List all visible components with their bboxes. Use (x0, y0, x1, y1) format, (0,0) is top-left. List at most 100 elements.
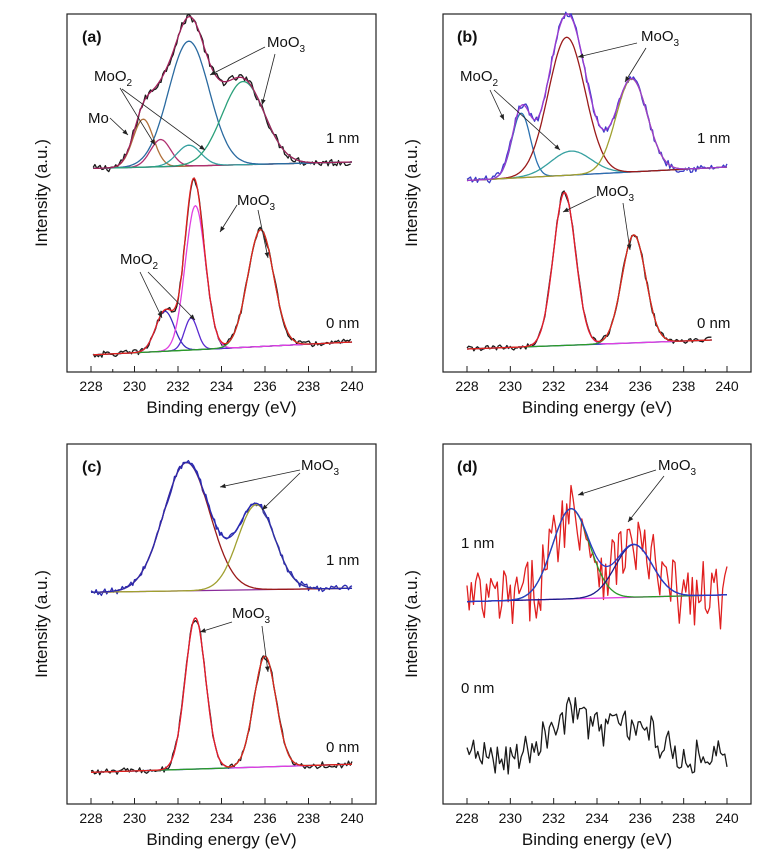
annotation-arrow (261, 625, 269, 673)
y-axis-label: Intensity (a.u.) (402, 139, 421, 247)
component-peak (467, 508, 727, 603)
thickness-label: 0 nm (697, 315, 730, 332)
panel-label: (b) (457, 29, 477, 46)
arrow-head (626, 244, 632, 250)
label-moo2: MoO2 (120, 251, 159, 272)
x-tick-label: 238 (672, 378, 696, 394)
x-tick-label: 238 (297, 378, 321, 394)
arrow-head (220, 226, 225, 232)
arrow-head (262, 504, 268, 510)
fit-envelope-line (467, 191, 712, 350)
arrow-head (264, 252, 270, 258)
component-peak (91, 617, 352, 773)
component-peak (93, 80, 352, 170)
panel-label: (a) (82, 29, 102, 46)
arrow-head (199, 144, 205, 150)
label-moo3: MoO3 (267, 34, 306, 55)
component-peak (91, 461, 353, 593)
annotations-b: MoO2 MoO3 MoO3 (460, 28, 680, 251)
label-mo: Mo (88, 110, 109, 127)
raw-data-line (90, 459, 353, 597)
raw-data-line (90, 619, 353, 776)
component-peak (93, 40, 352, 170)
annotation-arrow (209, 46, 266, 76)
x-tick-label: 236 (253, 810, 277, 826)
annotation-arrow (622, 202, 631, 251)
x-tick-label: 234 (210, 378, 234, 394)
spectrum-1nm: 1 nm (90, 459, 359, 597)
component-peak (93, 317, 353, 356)
component-peak (91, 655, 352, 773)
y-axis-label: Intensity (a.u.) (32, 139, 51, 247)
annotation-arrow (261, 53, 276, 106)
x-tick-label: 232 (542, 810, 566, 826)
annotation-arrow (119, 87, 156, 146)
annotation-arrow (624, 47, 647, 83)
x-tick-label: 234 (210, 810, 234, 826)
annotation-arrow (219, 469, 301, 488)
arrow-head (220, 483, 226, 489)
raw-data-line (466, 484, 728, 630)
panel-label: (c) (82, 459, 102, 476)
spectrum-0nm: 0 nm (466, 190, 730, 352)
thickness-label: 1 nm (326, 552, 359, 569)
x-tick-label: 236 (629, 810, 653, 826)
x-tick-label: 232 (166, 810, 190, 826)
raw-data-line (466, 11, 728, 184)
y-axis-label: Intensity (a.u.) (32, 570, 51, 678)
arrow-head (578, 491, 584, 496)
raw-data-line (466, 190, 712, 352)
x-tick-label: 240 (340, 810, 364, 826)
spectrum-1nm: 1 nm (466, 11, 730, 184)
raw-data-line (466, 696, 728, 775)
x-axis-label: Binding energy (eV) (146, 398, 296, 417)
x-tick-label: 238 (672, 810, 696, 826)
label-moo3: MoO3 (658, 457, 697, 478)
annotation-arrow (627, 475, 665, 523)
x-axis-label: Binding energy (eV) (522, 830, 672, 849)
x-tick-label: 234 (585, 378, 609, 394)
annotations-d: MoO3 (577, 457, 697, 523)
annotation-arrow (139, 271, 163, 319)
label-moo3: MoO3 (301, 457, 340, 478)
x-tick-label: 236 (629, 378, 653, 394)
fit-envelope-line (91, 461, 353, 593)
label-moo2: MoO2 (460, 68, 499, 89)
label-moo3: MoO3 (641, 28, 680, 49)
fit-envelope-line (93, 177, 353, 356)
arrow-head (122, 129, 128, 135)
x-tick-label: 240 (715, 378, 739, 394)
thickness-label: 1 nm (697, 130, 730, 147)
annotation-arrow (147, 271, 196, 321)
annotation-arrow (261, 472, 301, 511)
x-tick-label: 240 (340, 378, 364, 394)
arrow-head (210, 70, 216, 75)
x-tick-label: 230 (499, 378, 523, 394)
spectrum-0nm: 0 nm (461, 680, 728, 775)
thickness-label: 0 nm (326, 739, 359, 756)
spectrum-1nm: 1 nm (92, 13, 359, 173)
raw-data-line (92, 177, 352, 358)
x-tick-label: 230 (499, 810, 523, 826)
thickness-label: 0 nm (461, 680, 494, 697)
fit-envelope-line (93, 16, 352, 170)
annotations-a: Mo MoO2 MoO3 MoO2 MoO3 (88, 34, 306, 321)
annotation-arrow (577, 42, 638, 58)
thickness-label: 0 nm (326, 315, 359, 332)
x-tick-label: 230 (123, 810, 147, 826)
panel-label: (d) (457, 459, 477, 476)
arrow-head (264, 666, 270, 672)
component-peak (93, 118, 352, 170)
spectrum-1nm: 1 nm (461, 484, 728, 630)
x-tick-label: 228 (455, 378, 479, 394)
arrow-head (150, 139, 155, 145)
arrow-head (628, 516, 634, 522)
plot-frame (442, 443, 752, 805)
x-tick-label: 240 (715, 810, 739, 826)
arrow-head (261, 99, 266, 105)
label-moo3: MoO3 (596, 183, 635, 204)
component-peak (466, 78, 728, 182)
arrow-head (189, 314, 195, 320)
x-tick-label: 234 (585, 810, 609, 826)
label-moo3: MoO3 (237, 192, 276, 213)
